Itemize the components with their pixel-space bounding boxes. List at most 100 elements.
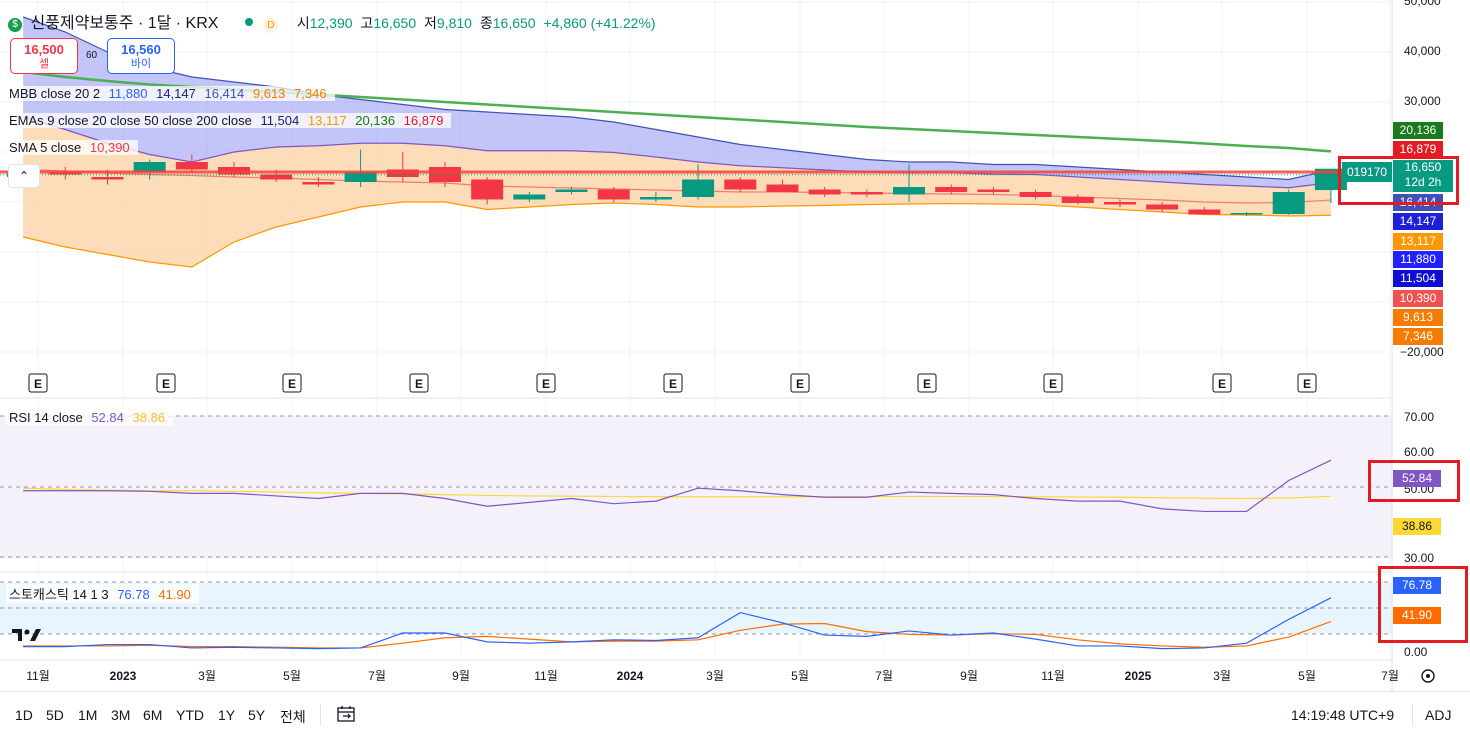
rsi-value-tag: 52.84: [1393, 470, 1441, 487]
last-price: 16,650: [1404, 160, 1442, 174]
legend-mbb[interactable]: MBB close 20 2 11,880 14,147 16,414 9,61…: [6, 86, 335, 101]
stoch-d-line: [23, 620, 1332, 649]
legend-mbb-value: 16,414: [204, 86, 245, 101]
candle-body: [682, 179, 715, 197]
legend-rsi[interactable]: RSI 14 close 52.84 38.86: [6, 410, 174, 425]
ohlc-close-label: 종: [479, 15, 493, 31]
earnings-marker-label: E: [1218, 377, 1226, 391]
timeframe-6m[interactable]: 6M: [143, 707, 163, 723]
symbol-header: $ 신풍제약보통주 · 1달 · KRX D 시12,390 고16,650 저…: [8, 9, 656, 33]
highlight-box: [1378, 566, 1468, 643]
price-tag-mbb-lower: 9,613: [1393, 309, 1443, 326]
symbol-title[interactable]: 신풍제약보통주 · 1달 · KRX: [30, 15, 219, 32]
time-axis-label: 3월: [706, 669, 724, 683]
timeframe-5y[interactable]: 5Y: [248, 707, 266, 723]
timeframe-5d[interactable]: 5D: [46, 707, 64, 723]
time-axis: 11월 2023 3월 5월 7월 9월 11월 2024 3월 5월 7월 9월 11월 2025 3월 5…: [26, 669, 1399, 683]
earnings-marker-box: [28, 373, 48, 393]
candle-body: [344, 172, 377, 182]
earnings-marker-box: [282, 373, 302, 393]
legend-sma-name: SMA 5 close: [9, 140, 82, 155]
candle-body: [175, 162, 208, 170]
candle-body: [893, 187, 926, 195]
collapse-legend-button[interactable]: ⌃: [8, 164, 40, 188]
stoch-k-line: [23, 597, 1332, 650]
symbol-logo-icon[interactable]: $: [8, 18, 22, 32]
ohlc-high-label: 고: [360, 15, 374, 31]
highlight-box: [1368, 460, 1460, 502]
earnings-marker-label: E: [162, 377, 170, 391]
market-status-icon[interactable]: [244, 18, 253, 26]
rsi-scale-label: 70.00: [1404, 410, 1434, 424]
legend-mbb-value: 7,346: [294, 86, 327, 101]
candle-body: [302, 182, 335, 185]
bollinger-band: [22, 16, 1332, 268]
time-axis-label: 9월: [960, 669, 978, 683]
legend-emas-value: 13,117: [307, 113, 347, 128]
toolbar-divider: [320, 704, 321, 726]
buy-button[interactable]: 16,560 바이: [107, 38, 175, 74]
timeframe-3m[interactable]: 3M: [111, 707, 131, 723]
price-tag-mbb-lower2: 7,346: [1393, 328, 1443, 345]
candle-body: [935, 187, 968, 192]
legend-emas[interactable]: EMAs 9 close 20 close 50 close 200 close…: [6, 113, 452, 128]
legend-emas-name: EMAs 9 close 20 close 50 close 200 close: [9, 113, 252, 128]
legend-stoch-name: 스토캐스틱 14 1 3: [9, 587, 109, 602]
legend-emas-value: 16,879: [403, 113, 444, 128]
candle-body: [808, 189, 841, 195]
earnings-marker-label: E: [669, 377, 677, 391]
price-scale-label: 50,000: [1404, 0, 1441, 8]
sma-line: [23, 168, 1331, 204]
bollinger-lower-line: [22, 201, 1331, 268]
time-axis-label: 5월: [283, 669, 301, 683]
bollinger-upper-line: [22, 16, 1332, 181]
time-axis-label: 9월: [452, 669, 470, 683]
earnings-marker-box: [1043, 373, 1063, 393]
candles: [7, 149, 1347, 216]
earnings-marker-label: E: [1049, 377, 1057, 391]
date-range-icon[interactable]: [336, 704, 356, 724]
legend-emas-value: 11,504: [260, 113, 300, 128]
rsi-series: [23, 459, 1332, 513]
bottom-toolbar: 1D 5D 1M 3M 6M YTD 1Y 5Y 전체 14:19:48 UTC…: [0, 691, 1470, 738]
horizontal-price-line: [0, 170, 1392, 176]
sell-button[interactable]: 16,500 셀: [10, 38, 78, 74]
bollinger-upper-fill: [23, 17, 1331, 188]
timeframe-1d[interactable]: 1D: [15, 707, 33, 723]
settings-icon[interactable]: [1421, 669, 1435, 683]
clock-time[interactable]: 14:19:48 UTC+9: [1291, 707, 1395, 723]
legend-mbb-value: 9,613: [252, 86, 286, 101]
timeframe-ytd[interactable]: YTD: [176, 707, 204, 723]
timeframe-1y[interactable]: 1Y: [218, 707, 236, 723]
sell-price: 16,500: [24, 42, 64, 57]
adj-toggle[interactable]: ADJ: [1425, 707, 1452, 723]
timeframe-1m[interactable]: 1M: [78, 707, 98, 723]
data-delay-badge[interactable]: D: [263, 18, 279, 33]
timeframe-all[interactable]: 전체: [280, 709, 306, 725]
candle-body: [91, 177, 124, 180]
legend-mbb-value: 14,147: [156, 86, 196, 101]
tradingview-logo-icon: [12, 629, 41, 641]
candle-body: [977, 189, 1010, 192]
bollinger-lower-fill: [23, 117, 1331, 267]
legend-stoch[interactable]: 스토캐스틱 14 1 3 76.78 41.90: [6, 584, 199, 603]
earnings-marker-label: E: [1303, 377, 1311, 391]
time-axis-label: 3월: [198, 669, 216, 683]
buy-price: 16,560: [121, 42, 161, 57]
legend-rsi-value: 52.84: [91, 410, 124, 425]
rsi-scale-label: 30.00: [1404, 551, 1434, 565]
time-axis-label: 5월: [791, 669, 809, 683]
candle-body: [1146, 204, 1179, 210]
time-axis-label: 3월: [1213, 669, 1231, 683]
legend-sma[interactable]: SMA 5 close 10,390: [6, 140, 138, 155]
candle-body: [1103, 202, 1136, 205]
earnings-marker-label: E: [288, 377, 296, 391]
price-tag-ema9: 11,504: [1393, 270, 1443, 287]
candle-body: [639, 197, 672, 200]
price-tag-ema200: 20,136: [1393, 122, 1443, 139]
time-axis-label: 11월: [1041, 669, 1065, 683]
rsi-ma-value-tag: 38.86: [1393, 518, 1441, 535]
ohlc-close: 16,650: [492, 15, 536, 31]
